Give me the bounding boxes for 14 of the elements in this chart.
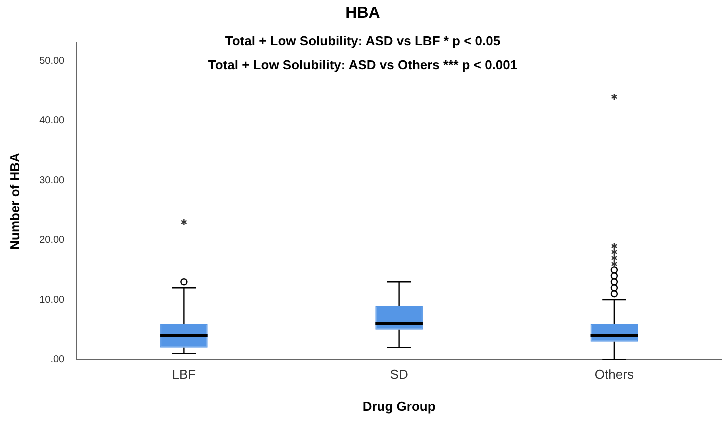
x-axis-title: Drug Group xyxy=(362,398,436,414)
y-tick-label: 50.00 xyxy=(40,56,66,67)
y-tick-label: 30.00 xyxy=(40,175,66,186)
y-tick-label: 40.00 xyxy=(40,116,66,127)
y-tick-label: 10.00 xyxy=(40,294,66,306)
y-axis-title: Number of HBA xyxy=(7,152,22,250)
x-tick-label: Others xyxy=(594,367,634,382)
annotation: Total + Low Solubility: ASD vs LBF * p < 0.05 xyxy=(225,34,501,49)
annotation: Total + Low Solubility: ASD vs Others *** p < 0.001 xyxy=(208,58,518,73)
x-tick-label: SD xyxy=(390,367,408,382)
chart-title: HBA xyxy=(346,5,381,22)
x-tick-label: LBF xyxy=(172,367,196,382)
y-tick-label: 20.00 xyxy=(40,235,66,246)
y-tick-label: .00 xyxy=(50,354,66,366)
